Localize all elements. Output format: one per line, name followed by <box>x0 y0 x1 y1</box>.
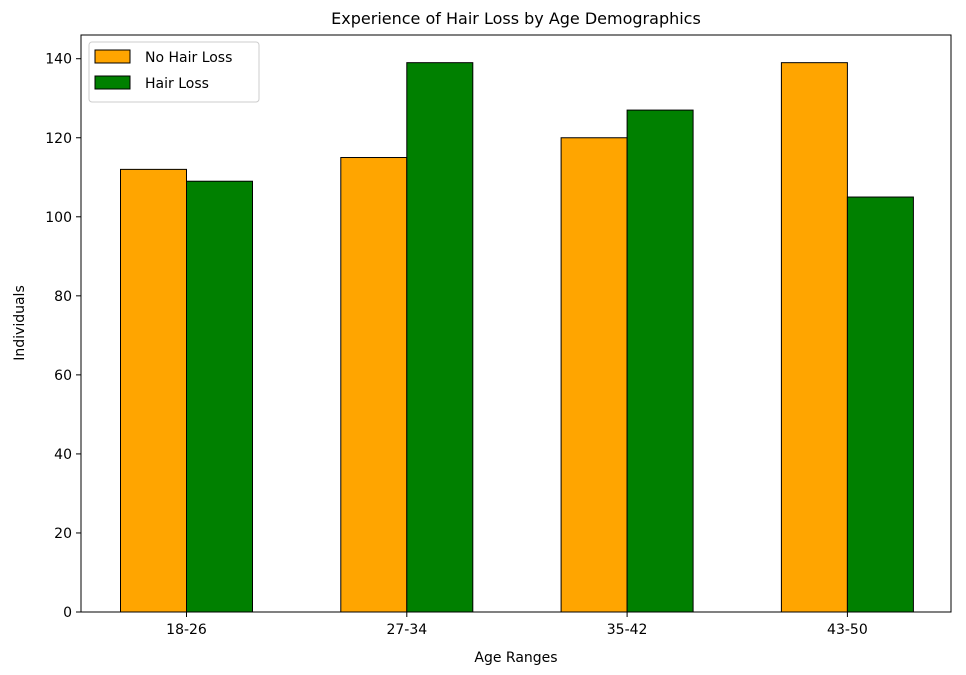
y-axis-label: Individuals <box>12 285 28 360</box>
chart-title: Experience of Hair Loss by Age Demograph… <box>331 9 701 28</box>
y-tick-label: 0 <box>63 605 72 621</box>
bar-no-hair-loss-35-42 <box>560 137 628 613</box>
y-tick-label: 20 <box>54 526 72 542</box>
bar-no-hair-loss-43-50 <box>780 62 848 613</box>
bar-no-hair-loss-27-34 <box>340 157 408 613</box>
x-tick-label: 27-34 <box>386 622 427 638</box>
bar-hair-loss-27-34 <box>406 62 474 613</box>
y-tick-label: 60 <box>54 368 72 384</box>
x-axis-label: Age Ranges <box>474 650 557 666</box>
y-tick-label: 120 <box>45 131 72 147</box>
y-tick-label: 40 <box>54 447 72 463</box>
x-tick-label: 43-50 <box>827 622 868 638</box>
bar-no-hair-loss-18-26 <box>120 168 187 613</box>
y-tick-label: 100 <box>45 210 72 226</box>
bar-hair-loss-18-26 <box>186 180 253 613</box>
y-tick-label: 140 <box>45 52 72 68</box>
bars-layer <box>120 62 914 613</box>
x-axis: 18-26 27-34 35-42 43-50 <box>166 612 868 638</box>
legend-swatch-hair-loss <box>94 75 131 90</box>
y-axis: 0 20 40 60 80 100 120 140 <box>45 52 81 621</box>
legend-swatch-no-hair-loss <box>94 49 131 64</box>
y-tick-label: 80 <box>54 289 72 305</box>
bar-hair-loss-43-50 <box>846 196 914 613</box>
legend-label-hair-loss: Hair Loss <box>145 76 209 92</box>
legend: No Hair Loss Hair Loss <box>88 41 260 103</box>
bar-hair-loss-35-42 <box>626 109 694 613</box>
x-tick-label: 35-42 <box>607 622 648 638</box>
legend-label-no-hair-loss: No Hair Loss <box>145 50 232 66</box>
legend-box <box>88 41 260 103</box>
x-tick-label: 18-26 <box>166 622 207 638</box>
